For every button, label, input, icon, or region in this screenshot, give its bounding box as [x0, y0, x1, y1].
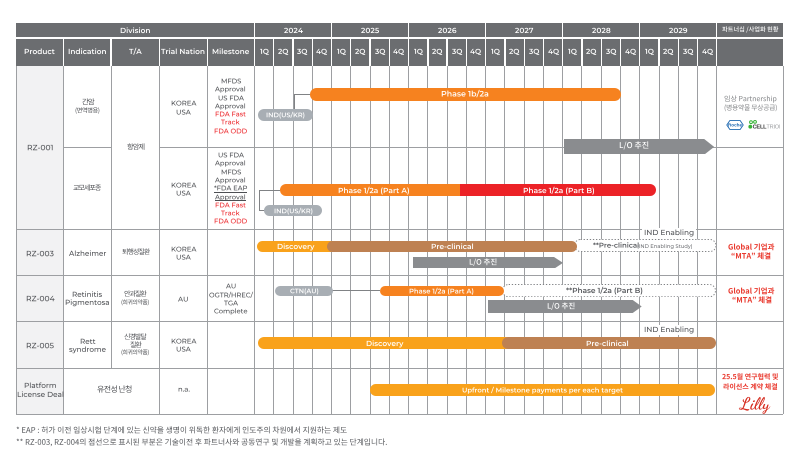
svg-text:CELL: CELL [753, 125, 768, 130]
svg-text:Roche: Roche [727, 122, 741, 127]
svg-text:TRION: TRION [766, 125, 780, 130]
